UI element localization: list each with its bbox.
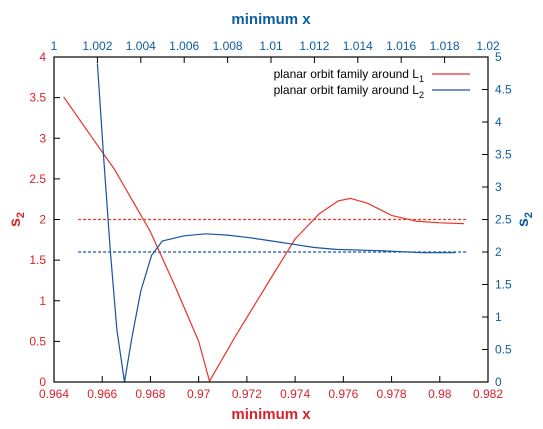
y-right-tick-label: 3.5 [495,148,512,162]
x-top-axis-label: minimum x [231,11,311,28]
y-left-tick-label: 3.5 [29,91,46,105]
x-top-tick-label: 1.016 [386,39,416,53]
y-left-tick-label: 1.5 [29,253,46,267]
x-top-tick-label: 1.012 [299,39,329,53]
y-right-tick-label: 2.5 [495,213,512,227]
y-left-tick-label: 0.5 [29,334,46,348]
x-bottom-tick-label: 0.974 [280,387,310,401]
y-right-axis-label: s2 [515,212,535,227]
series-line-red [63,96,464,382]
y-left-tick-label: 2.5 [29,172,46,186]
y-right-tick-label: 0 [495,375,502,389]
legend-label-blue: planar orbit family around L2 [274,83,424,100]
x-top-tick-label: 1.008 [213,39,243,53]
x-top-tick-label: 1.004 [126,39,156,53]
y-left-tick-label: 4 [39,50,46,64]
x-top-tick-label: 1.006 [169,39,199,53]
x-bottom-tick-label: 0.982 [473,387,503,401]
axes-group: 0.964 0.966 0.968 0.97 0.972 0.974 0.976 0.978 0… [7,11,535,423]
y-right-tick-label: 5 [495,50,502,64]
x-bottom-tick-label: 0.968 [135,387,165,401]
x-top-tick-label: 1.018 [430,39,460,53]
y-left-tick-label: 2 [39,213,46,227]
y-right-tick-label: 1 [495,310,502,324]
series-line-blue [96,63,456,383]
y-left-axis-label: s2 [7,212,27,227]
x-bottom-tick-label: 0.98 [428,387,452,401]
x-top-tick-label: 1.014 [343,39,373,53]
y-right-tick-label: 4.5 [495,83,512,97]
series-group [63,63,464,383]
y-left-tick-label: 1 [39,294,46,308]
y-right-tick-label: 4 [495,115,502,129]
x-top-tick-label: 1.01 [259,39,283,53]
x-top-tick-label: 1 [51,39,58,53]
x-bottom-tick-label: 0.966 [87,387,117,401]
y-right-tick-label: 3 [495,180,502,194]
x-top-tick-label: 1.02 [476,39,500,53]
y-left-tick-label: 3 [39,131,46,145]
legend-label-red: planar orbit family around L1 [274,67,424,84]
y-left-tick-label: 0 [39,375,46,389]
x-bottom-tick-label: 0.972 [232,387,262,401]
y-right-tick-label: 1.5 [495,278,512,292]
x-bottom-tick-label: 0.976 [328,387,358,401]
x-bottom-tick-label: 0.97 [187,387,211,401]
y-right-tick-label: 0.5 [495,343,512,357]
x-bottom-axis-label: minimum x [231,406,311,423]
x-bottom-tick-label: 0.964 [39,387,69,401]
y-right-tick-label: 2 [495,245,502,259]
x-top-tick-label: 1.002 [82,39,112,53]
x-bottom-tick-label: 0.978 [377,387,407,401]
